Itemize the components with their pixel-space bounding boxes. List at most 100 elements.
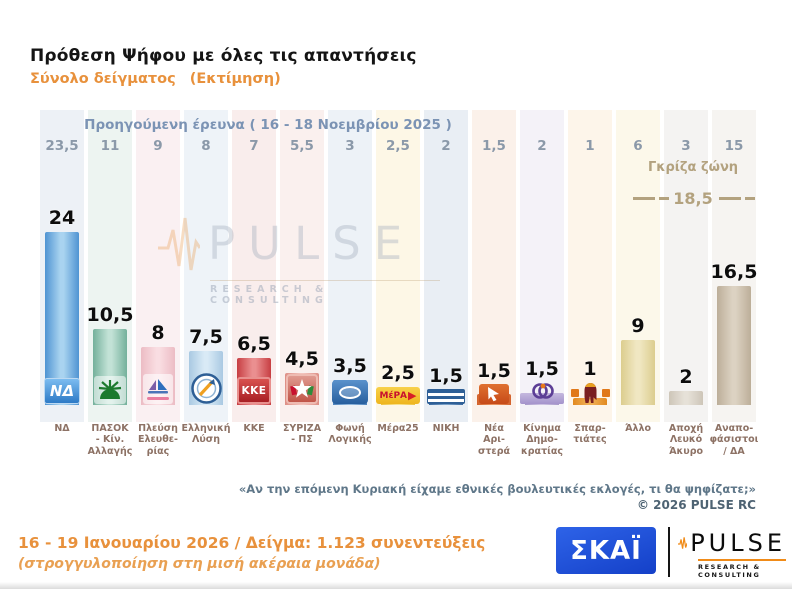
question-text: «Αν την επόμενη Κυριακή είχαμε εθνικές β… xyxy=(238,482,756,496)
previous-value: 3 xyxy=(345,138,355,154)
nea-aristera-logo xyxy=(479,384,509,404)
previous-value: 2 xyxy=(537,138,547,154)
party-column: 9 8 Πλεύση Ελευθε- ρίας xyxy=(134,110,182,480)
mera25-logo: ΜέΡΑ ▶ xyxy=(376,387,420,404)
elliniki-lysi-compass-logo xyxy=(190,373,222,404)
previous-value: 1 xyxy=(585,138,595,154)
survey-question: «Αν την επόμενη Κυριακή είχαμε εθνικές β… xyxy=(156,482,756,512)
party-column: 3 2 Αποχή Λευκό Άκυρο xyxy=(662,110,710,480)
page-subtitle: Σύνολο δείγματος (Εκτίμηση) xyxy=(30,71,281,87)
column-band xyxy=(376,110,420,422)
subtitle-sample: Σύνολο δείγματος xyxy=(30,71,176,87)
column-band xyxy=(472,110,516,422)
current-value-label: 16,5 xyxy=(710,261,758,284)
niki-logo xyxy=(427,389,465,404)
previous-value: 5,5 xyxy=(290,138,314,154)
party-column: 5,5 4,5 ΣΥΡΙΖΑ - ΠΣ xyxy=(278,110,326,480)
plefsi-boat-logo xyxy=(143,374,173,404)
current-value-label: 24 xyxy=(48,207,76,230)
logo-divider xyxy=(668,527,670,577)
previous-value: 2 xyxy=(441,138,451,154)
syriza-star-logo xyxy=(286,374,318,404)
pulse-logo: PULSE RESEARCH & CONSULTING xyxy=(678,528,786,579)
column-band xyxy=(520,110,564,422)
previous-value: 2,5 xyxy=(386,138,410,154)
current-value-label: 2,5 xyxy=(381,362,415,384)
party-column: 1,5 1,5 Νέα Αρι- στερά xyxy=(470,110,518,480)
party-column: 7 6,5 ΚΚΕ ΚΚΕ xyxy=(230,110,278,480)
party-column: 2,5 2,5 ΜέΡΑ ▶ Μέρα25 xyxy=(374,110,422,480)
party-name-label: Αποχή Λευκό Άκυρο xyxy=(668,423,704,457)
page-title: Πρόθεση Ψήφου με όλες τις απαντήσεις xyxy=(30,46,417,66)
party-column: 8 7,5 Ελληνική Λύση xyxy=(182,110,230,480)
current-value-label: 4,5 xyxy=(285,347,319,370)
nd-flag-logo: ΝΔ xyxy=(44,378,80,404)
previous-value: 3 xyxy=(681,138,691,154)
party-name-label: Φωνή Λογικής xyxy=(328,423,372,446)
party-column: 2 1,5 Κίνημα Δημο- κρατίας xyxy=(518,110,566,480)
grey-zone-value: 18,5 xyxy=(673,189,713,208)
current-value-label: 2 xyxy=(679,365,693,388)
party-name-label: ΠΑΣΟΚ - Κίν. Αλλαγής xyxy=(87,423,133,457)
party-name-label: ΣΥΡΙΖΑ - ΠΣ xyxy=(282,423,322,446)
pulse-waveform-icon xyxy=(678,537,688,549)
dash-icon xyxy=(718,197,741,200)
current-value-label: 3,5 xyxy=(333,354,367,377)
spartiates-helmet-logo xyxy=(566,382,614,404)
party-name-label: ΝΔ xyxy=(54,423,70,434)
dash-icon xyxy=(633,197,656,200)
party-name-label: Κίνημα Δημο- κρατίας xyxy=(521,423,563,457)
previous-value: 8 xyxy=(201,138,211,154)
kke-logo: ΚΚΕ xyxy=(237,377,271,404)
party-column: 2 1,5 ΝΙΚΗ xyxy=(422,110,470,480)
party-column: 3 3,5 Φωνή Λογικής xyxy=(326,110,374,480)
party-column: 6 9 Άλλο xyxy=(614,110,662,480)
party-bar xyxy=(717,286,751,405)
party-bar xyxy=(573,397,607,405)
party-bar xyxy=(621,340,655,405)
party-name-label: Αναπο- φάσιστοι / ΔΑ xyxy=(709,423,759,457)
party-name-label: Μέρα25 xyxy=(377,423,419,434)
current-value-label: 1,5 xyxy=(477,360,511,382)
current-value-label: 1,5 xyxy=(429,365,463,387)
party-column: 1 1 Σπαρ- τιάτες xyxy=(566,110,614,480)
party-column: 11 10,5 ΠΑΣΟΚ - Κίν. Αλλαγής xyxy=(86,110,134,480)
column-band xyxy=(568,110,612,422)
current-value-label: 1 xyxy=(583,358,597,380)
kinima-dimokratias-logo xyxy=(520,382,564,404)
pulse-logo-text: PULSE xyxy=(690,529,786,557)
bottom-shadow xyxy=(0,582,792,589)
grey-zone-label: Γκρίζα ζώνη xyxy=(647,160,739,175)
previous-value: 7 xyxy=(249,138,259,154)
column-band xyxy=(280,110,324,422)
current-value-label: 10,5 xyxy=(86,304,134,327)
previous-value: 15 xyxy=(724,138,744,154)
previous-value: 9 xyxy=(153,138,163,154)
previous-value: 23,5 xyxy=(45,138,79,154)
previous-value: 6 xyxy=(633,138,643,154)
subtitle-note: (Εκτίμηση) xyxy=(189,71,281,87)
bar-chart: Προηγούμενη έρευνα ( 16 - 18 Νοεμβρίου 2… xyxy=(38,110,758,480)
party-column: 15 16,5 Αναπο- φάσιστοι / ΔΑ xyxy=(710,110,758,480)
column-band xyxy=(328,110,372,422)
pulse-logo-sub: RESEARCH & CONSULTING xyxy=(698,563,761,579)
party-bar xyxy=(45,232,79,405)
grey-zone-annotation: Γκρίζα ζώνη 18,5 xyxy=(628,160,758,208)
previous-value: 11 xyxy=(100,138,120,154)
party-name-label: ΝΙΚΗ xyxy=(432,423,460,434)
current-value-label: 9 xyxy=(631,315,645,338)
previous-survey-label: Προηγούμενη έρευνα ( 16 - 18 Νοεμβρίου 2… xyxy=(84,117,452,133)
column-band xyxy=(424,110,468,422)
party-name-label: ΚΚΕ xyxy=(243,423,265,434)
party-column: 23,5 24 ΝΔ ΝΔ xyxy=(38,110,86,480)
footer-info: 16 - 19 Ιανουαρίου 2026 / Δείγμα: 1.123 … xyxy=(18,534,485,572)
party-name-label: Άλλο xyxy=(624,423,652,434)
skai-logo: ΣΚΑΪ xyxy=(556,527,656,574)
party-name-label: Ελληνική Λύση xyxy=(181,423,231,446)
current-value-label: 7,5 xyxy=(189,326,223,348)
column-band xyxy=(664,110,708,422)
party-name-label: Σπαρ- τιάτες xyxy=(573,423,607,446)
party-name-label: Πλεύση Ελευθε- ρίας xyxy=(138,423,178,457)
pasok-sun-logo xyxy=(94,376,126,404)
